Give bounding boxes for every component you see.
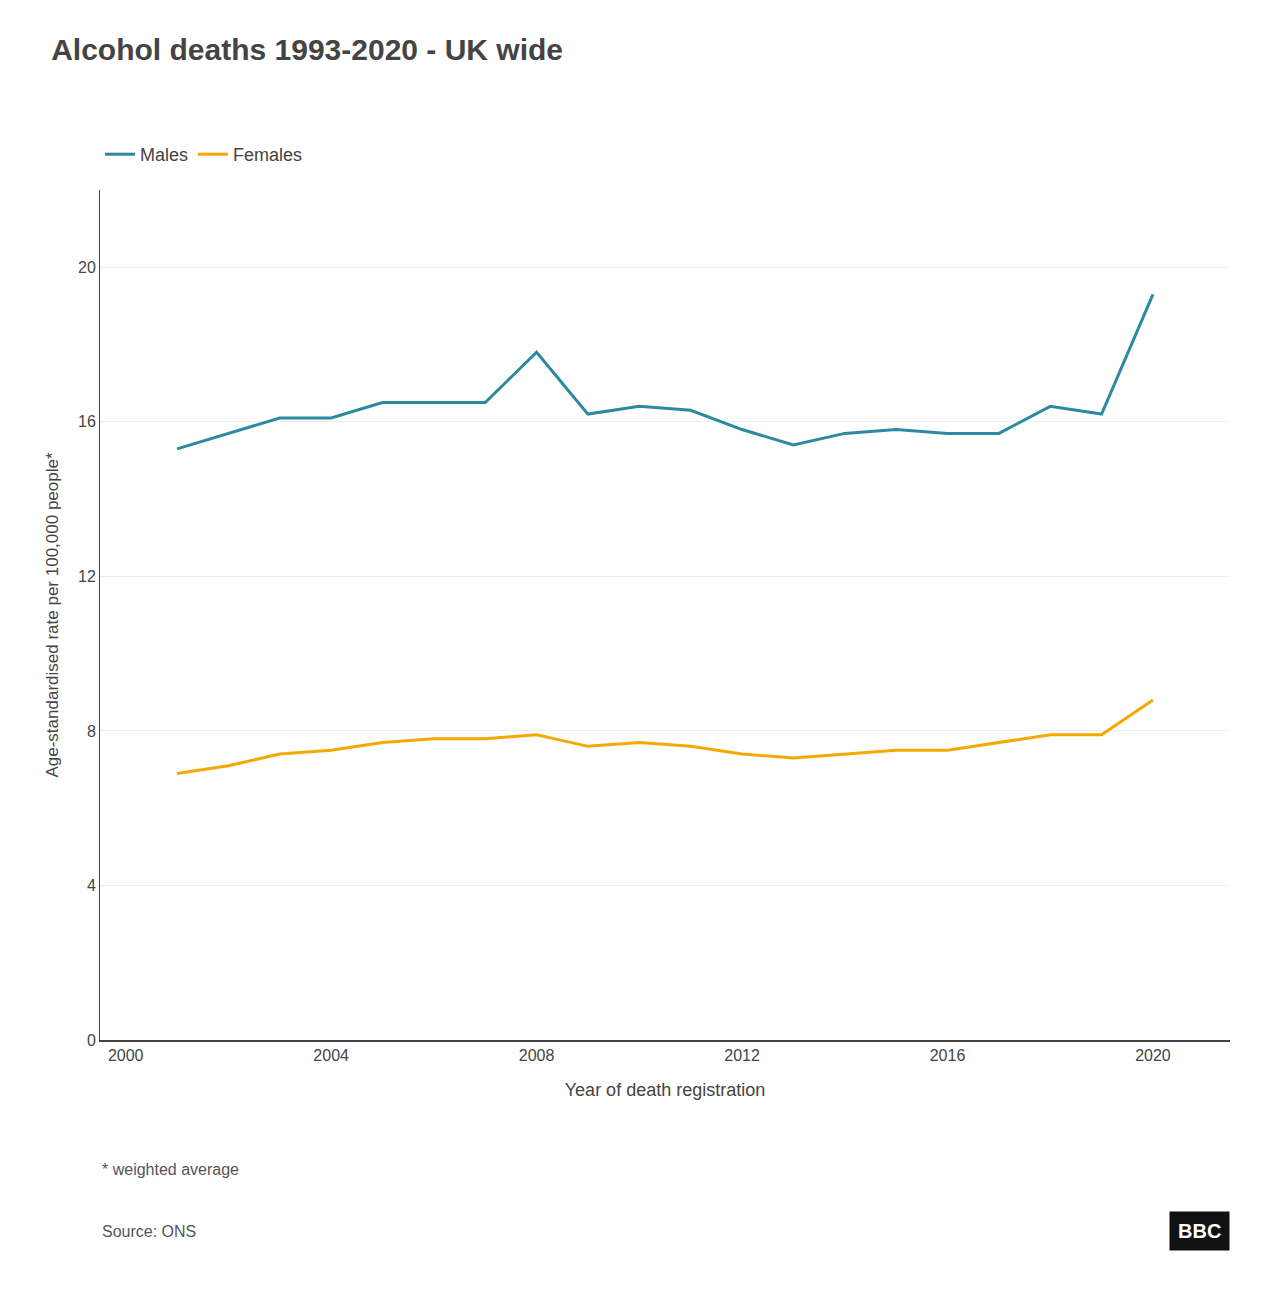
svg-text:2008: 2008	[519, 1047, 555, 1064]
svg-text:0: 0	[87, 1032, 96, 1049]
svg-text:8: 8	[87, 723, 96, 740]
svg-text:4: 4	[87, 877, 96, 894]
svg-text:* weighted average: * weighted average	[102, 1161, 239, 1178]
svg-text:Year of death registration: Year of death registration	[565, 1080, 765, 1100]
svg-text:2020: 2020	[1135, 1047, 1171, 1064]
svg-text:2012: 2012	[724, 1047, 760, 1064]
svg-text:Males: Males	[140, 145, 188, 165]
svg-text:2016: 2016	[930, 1047, 966, 1064]
svg-text:20: 20	[78, 259, 96, 276]
svg-text:2000: 2000	[108, 1047, 144, 1064]
svg-text:Alcohol deaths 1993-2020 - UK: Alcohol deaths 1993-2020 - UK wide	[51, 33, 563, 66]
svg-text:Age-standardised rate per 100,: Age-standardised rate per 100,000 people…	[43, 452, 62, 778]
svg-text:2004: 2004	[313, 1047, 349, 1064]
svg-text:16: 16	[78, 413, 96, 430]
svg-text:Females: Females	[233, 145, 302, 165]
svg-text:BBC: BBC	[1178, 1220, 1221, 1242]
svg-text:12: 12	[78, 568, 96, 585]
svg-text:Source: ONS: Source: ONS	[102, 1223, 196, 1240]
